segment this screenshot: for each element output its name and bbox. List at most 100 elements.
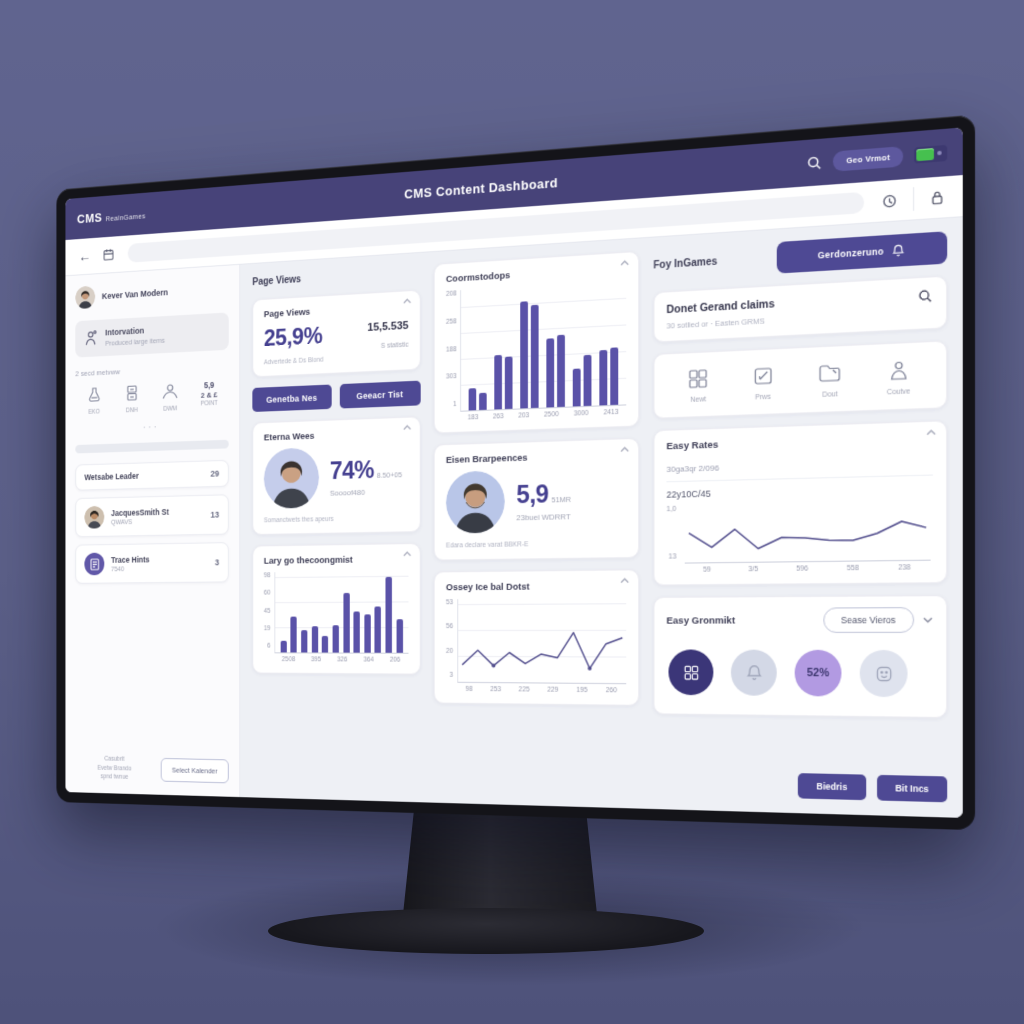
grow-circle-grid[interactable] — [668, 649, 714, 696]
calendar-icon[interactable] — [103, 248, 115, 262]
avatar — [445, 470, 505, 534]
tick-label: 98 — [465, 685, 473, 693]
sidebar-item-information[interactable]: Intorvation Produced large items — [75, 312, 229, 358]
quick-item-flask[interactable]: EKO — [75, 385, 113, 417]
tick-label: 1 — [453, 400, 457, 409]
header-pill-button[interactable]: Geo Vrmot — [833, 145, 904, 172]
line-chart — [684, 498, 931, 564]
collapse-caret-icon[interactable] — [620, 446, 629, 452]
list-item-count: 3 — [214, 557, 220, 568]
person-icon — [887, 358, 911, 383]
select-kalender-button[interactable]: Select Kalender — [160, 757, 229, 784]
y-axis-ticks: 98 60 45 19 6 — [264, 572, 274, 663]
edit-icon — [751, 364, 774, 388]
shortcut-course[interactable]: Coutve — [887, 358, 911, 397]
chevron-down-icon[interactable] — [923, 617, 933, 623]
main-content: Page Views Page Views 25,9% 15,5.535 — [240, 217, 963, 818]
season-views-select[interactable]: Sease Vieros — [822, 607, 915, 633]
lock-icon[interactable] — [930, 189, 945, 206]
tick-label: 59 — [703, 566, 711, 574]
avatar — [263, 447, 320, 509]
page-views-card: Page Views 25,9% 15,5.535 S statistic Ad… — [252, 289, 421, 378]
experience-card: Eisen Brarpeences — [433, 437, 640, 561]
tick-label: 3000 — [573, 409, 589, 418]
list-item-title: Wetsabe Leader — [84, 471, 139, 483]
quick-item-archive[interactable]: DNH — [113, 383, 151, 415]
shortcut-label: Newt — [690, 396, 707, 405]
bit-incs-button[interactable]: Bit Incs — [877, 774, 948, 803]
sidebar-user[interactable]: Kever Van Modern — [75, 277, 228, 310]
battery-toggle[interactable] — [914, 144, 948, 163]
eternal-views-caption: Somanctwets thes apeurs — [263, 516, 334, 525]
tick-label: 238 — [898, 564, 911, 572]
quick-item-photo[interactable]: DWM — [151, 381, 190, 413]
quick-item-label: DWM — [163, 405, 178, 413]
grow-circle-value[interactable]: 52% — [794, 649, 842, 697]
tick-label: 326 — [337, 656, 348, 664]
generate-right-button[interactable]: Geeacr Tist — [339, 380, 421, 409]
monitor-stand-neck — [402, 812, 598, 924]
x-axis-ticks: 2508 395 326 364 206 — [274, 653, 409, 663]
biedris-button[interactable]: Biedris — [797, 773, 867, 801]
tick-label: 596 — [796, 565, 809, 573]
list-item-title: Trace Hints — [111, 554, 150, 565]
bottom-bars-card: Lary go thecoongmist 98 60 45 19 6 2508 395 32… — [252, 542, 421, 675]
collapse-caret-icon[interactable] — [403, 298, 411, 304]
person-gear-icon — [84, 329, 98, 348]
tick-label: 260 — [605, 687, 618, 695]
eternal-views-value: 74% — [329, 455, 375, 485]
grow-circle-bell[interactable] — [730, 649, 777, 696]
grow-circle-smiley[interactable] — [859, 649, 908, 698]
tick-label: 2500 — [544, 411, 559, 419]
sidebar-section-label: 2 secd metvww — [75, 367, 121, 379]
tick-label: 258 — [445, 318, 457, 326]
battery-level — [916, 147, 934, 161]
y-axis-top-label: 1,0 — [666, 505, 677, 514]
pager-dots: ··· — [142, 422, 160, 434]
tick-label: 203 — [518, 412, 530, 420]
collapse-caret-icon[interactable] — [926, 429, 936, 436]
search-icon[interactable] — [807, 154, 823, 171]
sidebar-list-item-hints[interactable]: Trace Hints 7540 3 — [75, 542, 229, 584]
sidebar-list-item-user[interactable]: JacquesSmith St QWAVS 13 — [75, 494, 229, 538]
generate-left-button[interactable]: Genetba Nes — [252, 384, 332, 412]
tick-label: 45 — [263, 607, 271, 615]
back-button[interactable]: ← — [75, 248, 94, 265]
smiley-icon — [874, 664, 892, 682]
user-name: Kever Van Modern — [101, 287, 169, 302]
easy-rates-card: Easy Rates 30ga3qr 2/096 22y10C/45 1,0 1… — [653, 420, 948, 586]
collapse-caret-icon[interactable] — [403, 424, 411, 430]
tick-label: 183 — [467, 414, 479, 422]
grouped-bar-chart — [460, 280, 627, 412]
tick-label: 56 — [445, 623, 454, 631]
tick-label: 263 — [492, 413, 504, 421]
list-item-count: 29 — [210, 468, 220, 479]
card-title: Lary go thecoongmist — [263, 554, 353, 567]
tick-label: 98 — [263, 572, 271, 580]
grid-icon — [682, 663, 699, 681]
claims-card[interactable]: Donet Gerand claims 30 sotlied or · East… — [653, 275, 948, 343]
collapse-caret-icon[interactable] — [620, 578, 629, 584]
card-title: Ossey Ice bal Dotst — [445, 581, 530, 594]
card-title: Eisen Brarpeences — [445, 452, 528, 466]
collapse-caret-icon[interactable] — [403, 551, 411, 557]
primary-action-button[interactable]: Gerdonzeruno — [776, 231, 948, 274]
sidebar-list-item-leader[interactable]: Wetsabe Leader 29 — [75, 459, 229, 491]
shortcut-prints[interactable]: Prws — [751, 364, 774, 402]
document-icon — [84, 552, 105, 576]
shortcut-news[interactable]: Newt — [687, 367, 710, 404]
history-icon[interactable] — [881, 192, 897, 209]
quick-stat-value1: 5,9 — [203, 380, 215, 391]
tick-label: 53 — [445, 599, 454, 607]
tick-label: 253 — [490, 686, 501, 694]
list-item-title: JacquesSmith St — [111, 506, 169, 518]
quick-stat-value2: 2 & £ — [200, 390, 218, 400]
collapse-caret-icon[interactable] — [620, 260, 629, 267]
shortcut-docs[interactable]: Dout — [817, 361, 843, 399]
section-label-page-views: Page Views — [252, 274, 301, 289]
line-chart — [456, 598, 627, 685]
quick-item-label: DNH — [125, 407, 138, 415]
search-icon[interactable] — [917, 288, 932, 304]
tick-label: 229 — [547, 686, 559, 694]
